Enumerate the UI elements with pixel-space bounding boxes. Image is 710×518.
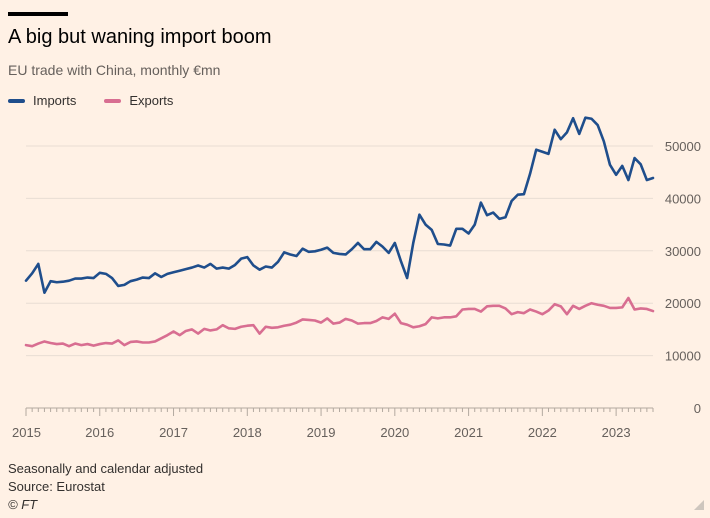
y-tick-label: 50000 (665, 139, 701, 154)
y-tick-label: 40000 (665, 191, 701, 206)
title-accent-bar (8, 12, 68, 16)
x-axis: 2015 2016 2017 2018 2019 2020 2021 2022 2023 (12, 407, 654, 440)
x-tick-label: 2019 (307, 425, 336, 440)
source-note: Source: Eurostat (8, 479, 105, 494)
legend: Imports Exports (8, 93, 201, 108)
y-tick-label: 20000 (665, 296, 701, 311)
ft-credit: © FT (8, 497, 38, 512)
legend-item-imports: Imports (8, 93, 76, 108)
chart-series (24, 116, 655, 348)
x-tick-label: 2015 (12, 425, 41, 440)
x-tick-label: 2020 (380, 425, 409, 440)
series-line-exports (24, 296, 655, 348)
x-tick-label: 2021 (454, 425, 483, 440)
x-tick-label: 2016 (85, 425, 114, 440)
x-tick-label: 2018 (233, 425, 262, 440)
y-tick-label: 0 (694, 401, 701, 416)
resize-corner-icon (694, 500, 704, 510)
legend-swatch-exports (104, 98, 122, 103)
chart-gridlines (26, 145, 653, 357)
legend-label-exports: Exports (129, 93, 174, 108)
series-line-imports (24, 116, 655, 295)
y-axis-ticks: 0 10000 20000 30000 40000 50000 (665, 139, 701, 416)
x-tick-label: 2023 (602, 425, 631, 440)
x-tick-label: 2017 (159, 425, 188, 440)
legend-label-imports: Imports (33, 93, 77, 108)
y-tick-label: 30000 (665, 244, 701, 259)
legend-swatch-imports (8, 98, 25, 103)
y-tick-label: 10000 (665, 349, 701, 364)
x-tick-label: 2022 (528, 425, 557, 440)
chart-title: A big but waning import boom (8, 26, 272, 48)
chart-subtitle: EU trade with China, monthly €mn (8, 62, 221, 78)
footnote: Seasonally and calendar adjusted (8, 461, 204, 476)
legend-item-exports: Exports (104, 93, 173, 108)
